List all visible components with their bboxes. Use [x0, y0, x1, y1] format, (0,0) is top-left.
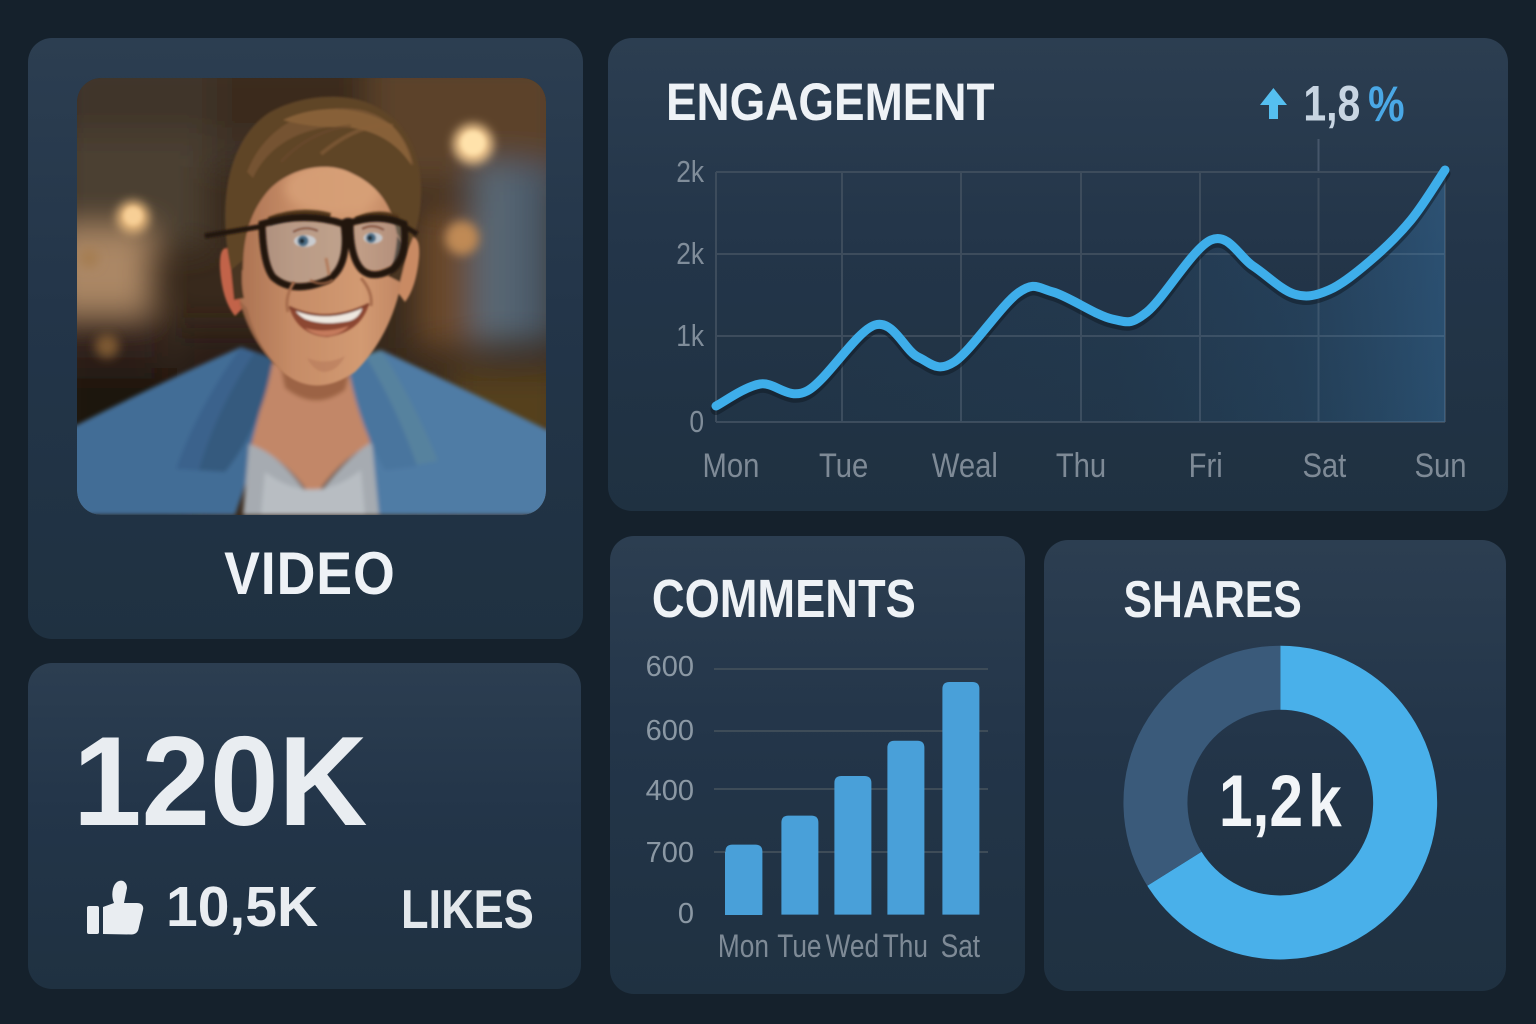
- svg-text:Mon: Mon: [703, 446, 760, 485]
- svg-text:Tue: Tue: [819, 446, 868, 485]
- svg-text:Sat: Sat: [1302, 446, 1346, 485]
- svg-text:Tue: Tue: [777, 930, 821, 965]
- svg-text:Thu: Thu: [883, 930, 928, 965]
- svg-text:1k: 1k: [676, 319, 704, 353]
- svg-text:Sat: Sat: [941, 930, 980, 965]
- svg-text:SHARES: SHARES: [1124, 571, 1302, 629]
- svg-text:400: 400: [646, 775, 694, 807]
- svg-text:Wed: Wed: [826, 930, 879, 965]
- svg-text:0: 0: [689, 405, 704, 439]
- svg-text:1,8: 1,8: [1303, 76, 1360, 132]
- svg-text:600: 600: [646, 651, 694, 683]
- svg-text:COMMENTS: COMMENTS: [652, 568, 916, 629]
- svg-text:2k: 2k: [676, 155, 704, 189]
- svg-text:0: 0: [678, 898, 694, 930]
- svg-text:700: 700: [646, 837, 694, 869]
- svg-text:1,2k: 1,2k: [1219, 761, 1343, 843]
- svg-text:2k: 2k: [676, 237, 704, 271]
- svg-text:Mon: Mon: [718, 930, 769, 965]
- svg-text:Sun: Sun: [1414, 446, 1466, 485]
- svg-text:ENGAGEMENT: ENGAGEMENT: [666, 72, 995, 132]
- svg-text:Thu: Thu: [1056, 446, 1106, 485]
- svg-text:Weal: Weal: [932, 446, 998, 485]
- svg-text:%: %: [1368, 76, 1404, 132]
- svg-text:600: 600: [646, 715, 694, 747]
- svg-text:Fri: Fri: [1189, 446, 1223, 485]
